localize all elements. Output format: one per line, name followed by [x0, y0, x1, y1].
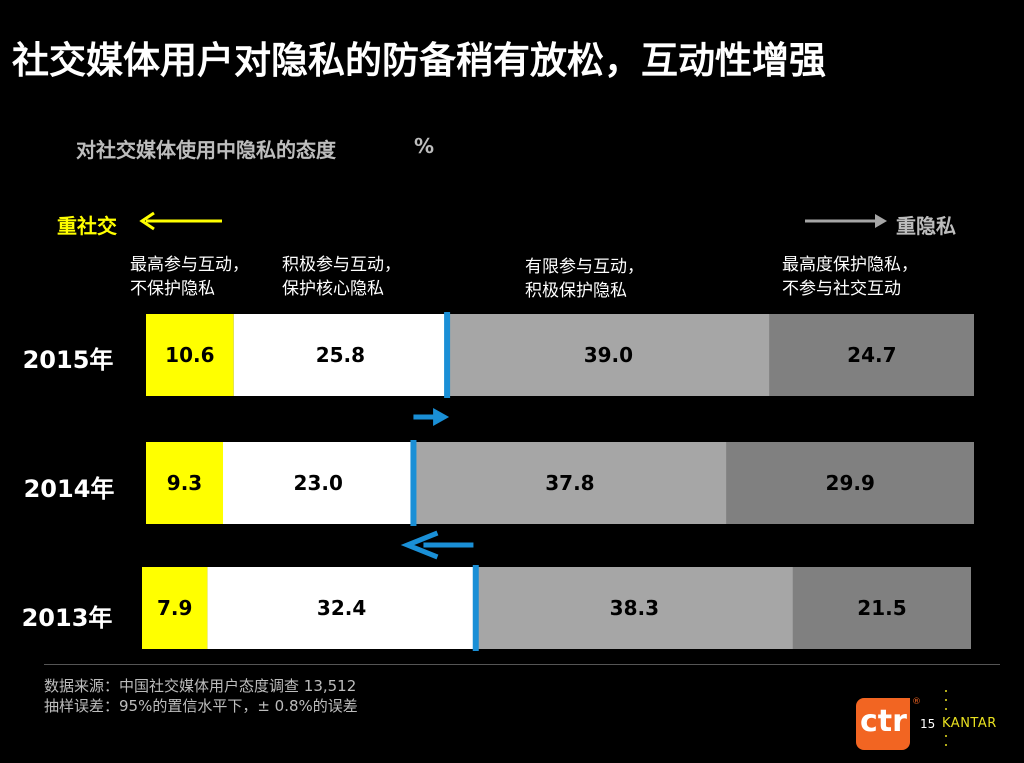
data-label: 39.0: [584, 343, 633, 367]
data-label: 9.3: [167, 471, 202, 495]
data-label: 25.8: [316, 343, 365, 367]
category-label: 最高度保护隐私， 不参与社交互动: [782, 253, 918, 301]
category-label-line: 积极保护隐私: [525, 281, 627, 301]
data-label: 7.9: [157, 596, 192, 620]
page-title: 社交媒体用户对隐私的防备稍有放松，互动性增强: [12, 39, 826, 82]
bar-segment: [726, 442, 974, 524]
left-arrow-icon: [139, 211, 222, 231]
category-label-line: 有限参与互动，: [525, 257, 644, 277]
bar-segment: [207, 567, 476, 649]
segment-divider: [410, 440, 417, 526]
bar-segment: [223, 442, 414, 524]
category-tick-label: 2013年: [22, 604, 113, 632]
data-label: 38.3: [610, 596, 659, 620]
privacy-direction-label: 重隐私: [896, 214, 956, 238]
category-tick-label: 2014年: [24, 475, 115, 503]
category-label-line: 不参与社交互动: [782, 279, 901, 299]
bar-segment: [233, 314, 448, 396]
bar-segment: [142, 567, 208, 649]
social-direction-label: 重社交: [57, 214, 117, 238]
ctr-logo: [856, 698, 910, 750]
bar-segment: [413, 442, 727, 524]
bar-segment: [146, 314, 234, 396]
category-label: 积极参与互动， 保护核心隐私: [282, 253, 401, 301]
data-label: 37.8: [545, 471, 594, 495]
source-note: 数据来源：中国社交媒体用户态度调查 13,512: [44, 677, 357, 695]
chart-subtitle: 对社交媒体使用中隐私的态度: [76, 138, 336, 162]
bar-segment: [769, 314, 974, 396]
category-label: 最高参与互动， 不保护隐私: [130, 253, 249, 301]
segment-divider: [472, 565, 479, 651]
data-label: 23.0: [294, 471, 343, 495]
error-note: 抽样误差：95%的置信水平下，± 0.8%的误差: [44, 697, 358, 715]
category-label-line: 保护核心隐私: [282, 279, 384, 299]
bar-segment: [447, 314, 770, 396]
bar-segment: [792, 567, 971, 649]
category-label-line: 不保护隐私: [130, 279, 215, 299]
data-label: 32.4: [317, 596, 366, 620]
category-tick-label: 2015年: [23, 346, 114, 374]
dotted-divider-icon: [945, 690, 947, 746]
shift-arrow-right-head-icon: [433, 408, 450, 426]
shift-arrow-left-head-icon: [400, 530, 439, 560]
category-label: 有限参与互动， 积极保护隐私: [525, 255, 644, 303]
footer-divider: [44, 664, 1000, 665]
data-label: 29.9: [826, 471, 875, 495]
kantar-logo: KANTAR: [942, 716, 997, 731]
data-label: 24.7: [847, 343, 896, 367]
page-number: 15: [920, 717, 936, 731]
bar-segment: [475, 567, 793, 649]
registered-mark: ®: [912, 697, 921, 707]
data-label: 21.5: [857, 596, 906, 620]
bar-segment: [146, 442, 224, 524]
ctr-logo-text: ctr: [860, 704, 907, 739]
right-arrow-icon: [805, 214, 887, 228]
category-label-line: 积极参与互动，: [282, 255, 401, 275]
unit-label: %: [414, 134, 435, 158]
data-label: 10.6: [165, 343, 214, 367]
category-label-line: 最高度保护隐私，: [782, 255, 918, 275]
category-label-line: 最高参与互动，: [130, 255, 249, 275]
segment-divider: [444, 312, 451, 398]
